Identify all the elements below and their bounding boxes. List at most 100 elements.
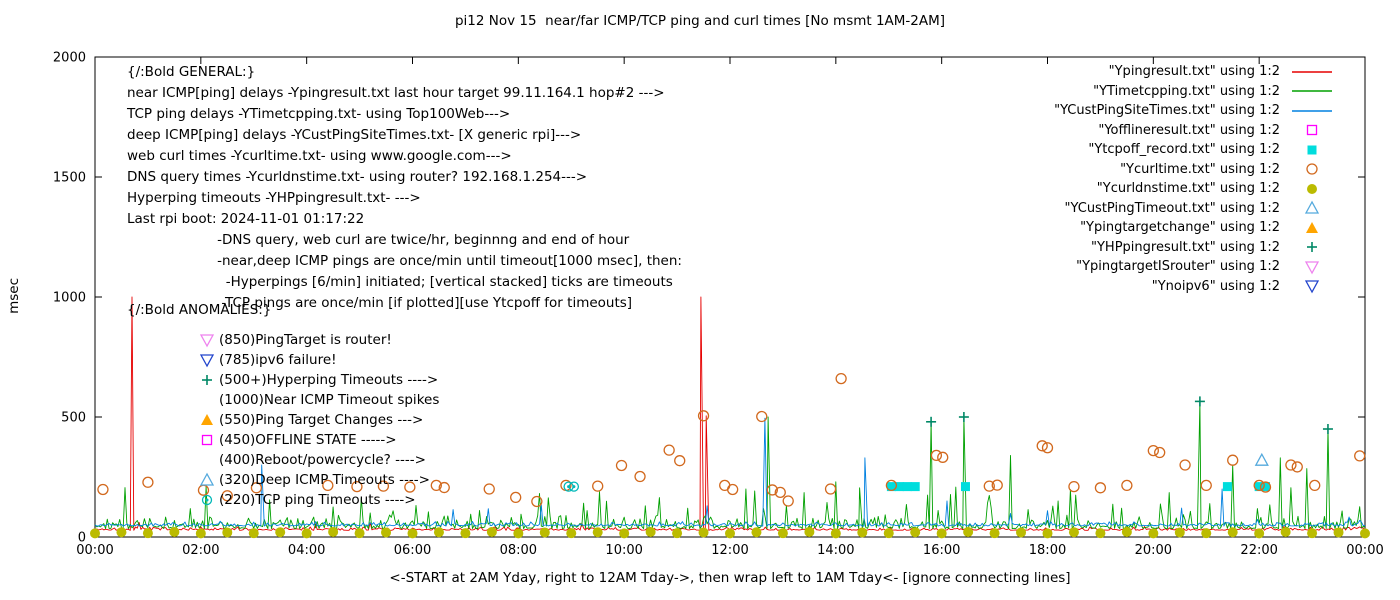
legend-label: "Yofflineresult.txt" using 1:2 [1098, 122, 1280, 138]
general-note-line: Last rpi boot: 2024-11-01 01:17:22 [127, 211, 365, 227]
circle-filled-marker [830, 528, 841, 539]
circle-open-marker [1036, 440, 1048, 452]
general-notes-block: {/:Bold GENERAL:} near ICMP[ping] delays … [127, 62, 682, 314]
anomalies-list: (850)PingTarget is router! (785)ipv6 fail… [127, 330, 439, 510]
square-filled-marker [902, 482, 912, 492]
circle-open-marker [766, 484, 778, 496]
circle-filled-marker [1227, 527, 1238, 538]
circle-filled-marker [857, 527, 868, 538]
legend-label: "YCustPingTimeout.txt" using 1:2 [1064, 200, 1280, 216]
scatter-series-YCustPingTimeout.txt [1254, 452, 1269, 466]
legend-label: "Ycurldnstime.txt" using 1:2 [1096, 181, 1280, 197]
circle-filled-marker [751, 527, 762, 538]
circle-filled-marker [989, 528, 1000, 539]
circle-open-marker [1068, 480, 1080, 493]
circle-filled-marker [407, 528, 418, 539]
legend-line-sample [1292, 110, 1332, 112]
legend-label: "Ypingtargetchange" using 1:2 [1080, 220, 1280, 236]
triangle-down-open-icon [1304, 280, 1320, 294]
legend-item: "YpingtargetISrouter" using 1:2 [1054, 257, 1334, 277]
x-tick-label: 10:00 [605, 543, 642, 558]
circle-filled-marker [142, 528, 153, 539]
circle-dot-marker [568, 481, 580, 492]
square-filled-marker [960, 482, 970, 492]
legend-label: "YCustPingSiteTimes.txt" using 1:2 [1054, 103, 1280, 119]
circle-open-marker [97, 483, 109, 496]
scatter-series-Ycurltime.txt [97, 372, 1366, 508]
triangle-down-open-icon [199, 354, 215, 368]
general-note-line: TCP ping delays -YTimetcpping.txt- using… [127, 106, 511, 122]
circle-filled-marker [1016, 527, 1027, 538]
triangle-down-open-marker [199, 354, 215, 368]
x-tick-label: 14:00 [817, 543, 854, 558]
circle-open-marker [142, 476, 154, 488]
x-tick-label: 04:00 [288, 543, 325, 558]
circle-open-marker [937, 451, 949, 463]
plus-icon [202, 375, 212, 385]
circle-open-marker [697, 410, 710, 422]
circle-open-marker [615, 459, 628, 472]
circle-open-marker [991, 479, 1003, 491]
legend-label: "Ypingresult.txt" using 1:2 [1108, 64, 1280, 80]
circle-filled-marker [619, 528, 630, 539]
circle-open-marker [1121, 479, 1133, 492]
circle-open-marker [1309, 479, 1321, 492]
triangle-down-open-icon [1304, 261, 1320, 275]
circle-filled-marker [169, 526, 180, 537]
anomaly-item: (550)Ping Target Changes ---> [199, 410, 439, 430]
triangle-up-open-marker [1304, 200, 1320, 214]
circle-open-marker [438, 481, 450, 494]
triangle-down-open-icon [199, 334, 215, 348]
circle-filled-marker [1333, 527, 1344, 538]
circle-filled-marker [698, 527, 709, 538]
line-series-YCustPingSiteTimes.txt [94, 417, 1366, 527]
legend-item: "YHPpingresult.txt" using 1:2 [1054, 238, 1334, 258]
x-tick-label: 16:00 [923, 543, 960, 558]
circle-filled-marker [645, 526, 656, 537]
circle-open-marker [377, 480, 390, 492]
anomaly-item: (320)Deep ICMP Timeouts ----> [199, 470, 439, 490]
circle-dot-icon [201, 494, 213, 506]
x-tick-label: 08:00 [500, 543, 537, 558]
legend-item: "Ycurltime.txt" using 1:2 [1054, 160, 1334, 180]
triangle-up-open-marker [199, 472, 215, 486]
circle-filled-marker [1068, 527, 1079, 538]
square-filled-marker [894, 482, 904, 492]
plus-icon [1307, 242, 1317, 253]
x-tick-label: 12:00 [711, 543, 748, 558]
circle-filled-marker [275, 527, 286, 538]
circle-open-marker [1200, 479, 1212, 492]
square-open-marker [1306, 125, 1318, 136]
y-tick-label: 500 [61, 411, 86, 426]
x-tick-label: 18:00 [1029, 543, 1066, 558]
triangle-up-open-icon [1304, 200, 1320, 214]
circle-open-marker [510, 491, 522, 504]
triangle-up-filled-icon [1306, 221, 1318, 233]
y-tick-label: 0 [78, 531, 86, 546]
triangle-up-open-marker [1254, 452, 1269, 466]
scatter-series-Ytcpoff_record.txt [886, 482, 1271, 492]
circle-filled-marker [1280, 526, 1291, 537]
y-tick-label: 1500 [53, 171, 86, 186]
x-tick-label: 02:00 [182, 543, 219, 558]
circle-filled-marker [486, 526, 497, 537]
scatter-series-YHPpingresult.txt [926, 396, 1333, 434]
circle-filled-marker [539, 527, 550, 538]
circle-open-marker [930, 449, 943, 462]
legend-item: "YCustPingTimeout.txt" using 1:2 [1054, 199, 1334, 219]
square-open-marker [201, 434, 213, 446]
square-open-icon [1306, 125, 1318, 136]
circle-filled-icon [1307, 183, 1317, 194]
anomaly-marker-spacer [199, 452, 215, 468]
general-note-line: web curl times -Ycurltime.txt- using www… [127, 148, 512, 164]
line-series-YTimetcpping.txt [94, 400, 1366, 530]
circle-filled-marker [804, 526, 815, 537]
anomaly-label: (785)ipv6 failure! [219, 352, 337, 368]
circle-open-marker [1291, 461, 1303, 473]
circle-open-marker [351, 480, 363, 493]
anomaly-marker-spacer [199, 392, 215, 408]
anomaly-item: (450)OFFLINE STATE -----> [199, 430, 439, 450]
circle-open-marker [250, 482, 263, 494]
circle-open-marker [726, 483, 739, 496]
circle-filled-marker [592, 527, 603, 538]
